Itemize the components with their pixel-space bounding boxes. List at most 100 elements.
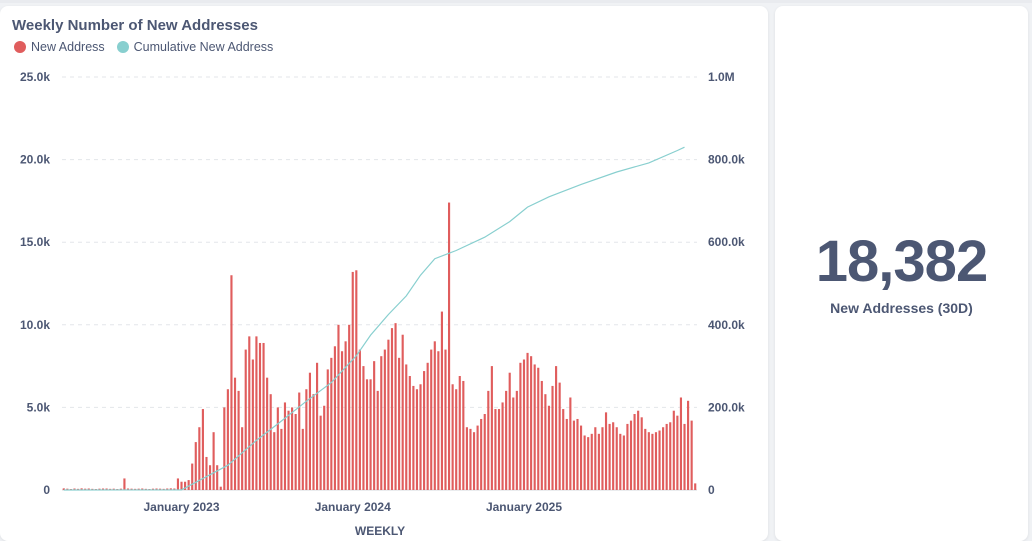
kpi-card: 18,382 New Addresses (30D) [775,6,1028,541]
y-left-tick-label: 25.0k [20,70,50,84]
bar [469,428,472,490]
bar [237,390,240,490]
bar [141,488,144,490]
bar [258,342,262,490]
bar [676,415,679,490]
chart-title[interactable]: Weekly Number of New Addresses [12,17,258,34]
y-right-tick-label: 0 [708,483,715,497]
bar [494,409,497,490]
bar [662,427,665,490]
bar [629,420,633,490]
x-axis-title: WEEKLY [355,524,405,538]
bar [305,389,308,490]
x-tick-label: January 2025 [486,500,562,514]
bar [444,349,447,490]
y-left-tick-label: 15.0k [20,235,50,249]
bar [515,390,518,490]
bar [119,488,122,490]
bar [84,488,87,490]
y-left-tick-label: 10.0k [20,318,50,332]
bar [355,270,358,490]
bar [251,359,254,490]
y-left-tick-label: 20.0k [20,153,50,167]
bar [430,349,433,490]
bar [358,349,361,490]
bar [658,430,661,490]
bar [423,371,426,490]
bar [380,356,383,490]
bar [212,432,215,490]
bar [201,409,204,490]
bar [266,377,269,490]
bar [647,432,650,490]
bar [640,417,643,490]
bar [376,390,379,490]
bar [112,488,115,490]
bar [451,384,454,490]
bar [387,339,390,490]
bar [73,488,76,490]
kpi-value: 18,382 [815,229,988,294]
bar [483,414,486,490]
bar [233,377,237,490]
bar [308,372,312,490]
bar [540,380,543,490]
bar [679,397,683,490]
bar [105,488,108,490]
legend-label-new-address: New Address [31,40,105,54]
bar [433,341,436,490]
bar [419,384,422,490]
bar [512,397,515,490]
top-bar [0,0,1032,3]
bar [333,346,336,490]
bar [601,427,604,490]
bar [173,488,176,490]
bar [487,390,490,490]
bar [191,463,194,490]
bar [694,483,697,490]
bar [683,423,686,490]
bar [244,349,247,490]
bar [262,342,265,490]
legend-item-cumulative[interactable]: Cumulative New Address [116,40,273,54]
bar [205,456,208,490]
bar [365,379,369,490]
bar [126,488,130,490]
bar [565,418,568,490]
bar [362,366,365,490]
bar [187,480,190,490]
bar [330,357,333,490]
bar [219,486,222,490]
bar [472,432,476,490]
bar [319,415,322,490]
bar [283,402,287,490]
cumulative-line [63,146,685,491]
bar [522,359,526,490]
bar [208,465,212,490]
bar [326,369,329,490]
bar [447,202,451,490]
bar [569,397,572,490]
bar [180,481,183,490]
bar [340,351,344,490]
bar [619,433,622,490]
legend-item-new-address[interactable]: New Address [14,40,105,54]
bar [687,400,690,490]
bar [490,366,493,490]
x-tick-label: January 2024 [315,500,391,514]
bar [608,423,611,490]
bar [241,427,244,490]
x-tick-label: January 2023 [143,500,219,514]
bar [87,488,90,490]
bar [216,465,219,490]
bar [462,380,465,490]
bar [344,341,347,490]
bar [155,488,158,490]
bar [294,414,297,490]
bar [465,427,468,490]
legend-dot-cumulative [116,41,129,53]
bar [383,349,386,490]
y-right-tick-label: 1.0M [708,70,735,84]
bar [412,385,415,490]
y-right-tick-label: 600.0k [708,235,745,249]
